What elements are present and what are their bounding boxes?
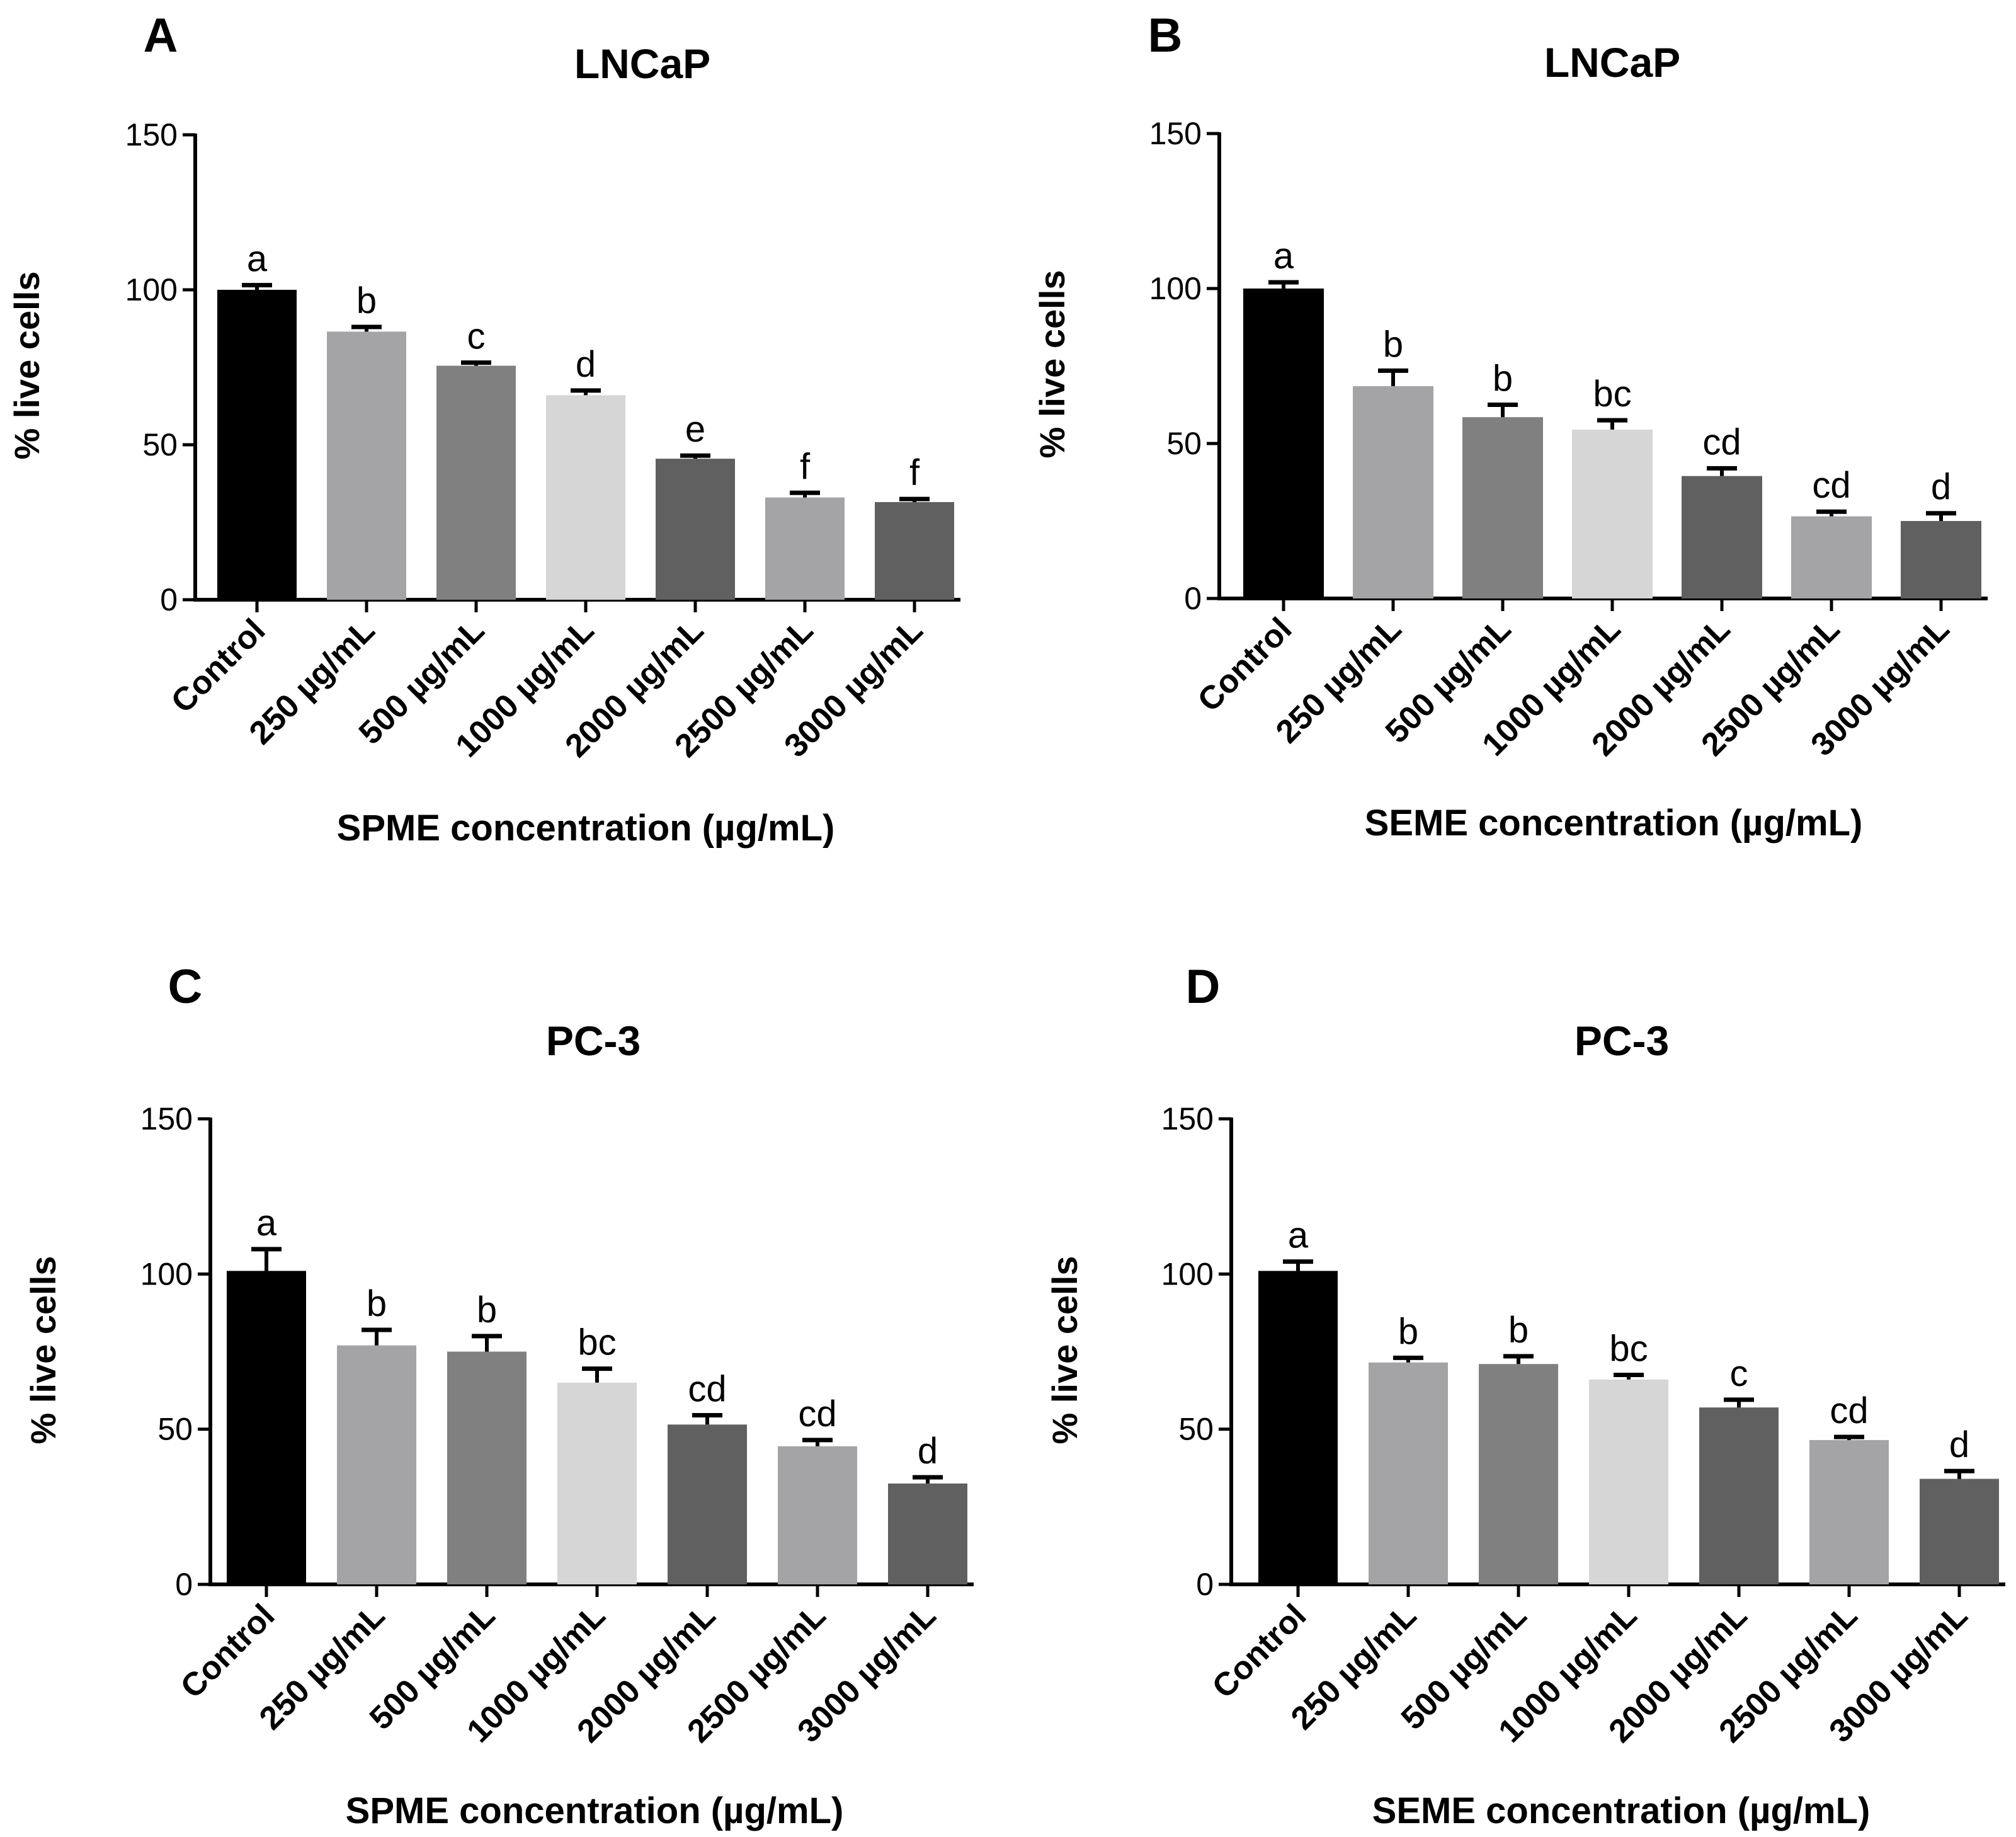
bar (1462, 417, 1543, 598)
x-axis-title: SPME concentration (µg/mL) (337, 808, 835, 849)
bar (546, 395, 625, 600)
y-axis-title: % live cells (1045, 1256, 1085, 1445)
category-label: Control (1191, 610, 1299, 719)
bar (1243, 289, 1324, 598)
significance-label: f (800, 446, 811, 487)
bar (227, 1271, 306, 1584)
y-axis-title: % live cells (1032, 270, 1072, 459)
category-label: Control (174, 1597, 282, 1705)
significance-label: d (918, 1431, 938, 1472)
bar (1589, 1379, 1668, 1584)
y-tick-label: 0 (1184, 581, 1202, 616)
significance-label: d (576, 344, 596, 385)
significance-label: cd (1702, 421, 1741, 462)
significance-label: cd (1830, 1390, 1868, 1431)
bar (1901, 521, 1981, 598)
bar (337, 1345, 416, 1584)
significance-label: cd (688, 1368, 726, 1409)
y-tick-label: 150 (1149, 116, 1202, 151)
y-tick-label: 150 (1161, 1101, 1214, 1136)
y-tick-label: 50 (157, 1412, 193, 1447)
panel-letter: A (144, 9, 178, 62)
bar (1258, 1271, 1338, 1584)
bar (888, 1483, 967, 1584)
chart-title: LNCaP (1544, 39, 1680, 86)
significance-label: b (1398, 1311, 1418, 1352)
bar (327, 331, 406, 600)
category-label: Control (1205, 1597, 1314, 1705)
y-tick-label: 150 (140, 1101, 193, 1136)
bar (778, 1446, 857, 1584)
category-label: Control (164, 612, 273, 720)
y-axis-title: % live cells (7, 272, 47, 460)
significance-label: bc (1609, 1328, 1648, 1369)
significance-label: b (367, 1283, 387, 1324)
bar (557, 1382, 637, 1584)
significance-label: bc (1593, 374, 1631, 415)
x-axis-title: SEME concentration (µg/mL) (1365, 803, 1863, 844)
bar (1920, 1479, 1999, 1584)
y-tick-label: 50 (142, 427, 178, 462)
y-tick-label: 100 (140, 1256, 193, 1291)
significance-label: c (467, 316, 486, 357)
panel-letter: D (1186, 960, 1221, 1014)
y-tick-label: 100 (1161, 1256, 1214, 1291)
bar (765, 497, 845, 600)
bar (1369, 1362, 1448, 1584)
y-tick-label: 0 (1196, 1567, 1214, 1602)
bar (436, 365, 516, 600)
bar (668, 1424, 747, 1584)
chart-title: LNCaP (574, 40, 710, 87)
y-tick-label: 0 (175, 1567, 193, 1602)
significance-label: bc (578, 1322, 616, 1363)
bar (1353, 386, 1433, 598)
panel-letter: B (1148, 9, 1183, 62)
significance-label: e (685, 409, 705, 450)
bar (217, 290, 297, 600)
panel-letter: C (168, 960, 203, 1014)
bar (1572, 429, 1653, 598)
bar (1809, 1439, 1889, 1584)
y-tick-label: 150 (125, 117, 178, 152)
significance-label: b (1493, 358, 1513, 399)
significance-label: d (1949, 1424, 1969, 1465)
bar (447, 1351, 527, 1584)
chart-title: PC-3 (1575, 1017, 1669, 1064)
significance-label: a (247, 239, 268, 280)
significance-label: a (256, 1203, 277, 1244)
significance-label: a (1273, 236, 1294, 277)
y-tick-label: 100 (125, 272, 178, 307)
x-axis-title: SPME concentration (µg/mL) (346, 1790, 844, 1831)
significance-label: f (909, 452, 920, 493)
significance-label: b (1508, 1310, 1529, 1351)
significance-label: b (1383, 324, 1403, 365)
bar (875, 502, 954, 600)
y-tick-label: 0 (160, 582, 178, 617)
significance-label: cd (798, 1393, 836, 1434)
significance-label: c (1730, 1353, 1748, 1394)
bar (656, 459, 735, 600)
y-tick-label: 100 (1149, 271, 1202, 306)
significance-label: cd (1812, 465, 1850, 506)
y-axis-title: % live cells (23, 1256, 63, 1445)
bar (1699, 1407, 1779, 1584)
x-axis-title: SEME concentration (µg/mL) (1372, 1790, 1871, 1831)
y-tick-label: 50 (1166, 426, 1202, 461)
significance-label: b (477, 1290, 497, 1331)
significance-label: a (1288, 1215, 1309, 1256)
bar (1791, 516, 1872, 598)
y-tick-label: 50 (1178, 1412, 1214, 1447)
chart-title: PC-3 (546, 1017, 641, 1064)
significance-label: b (356, 280, 377, 321)
significance-label: d (1931, 467, 1951, 508)
bar (1682, 476, 1762, 598)
bar (1479, 1364, 1558, 1584)
